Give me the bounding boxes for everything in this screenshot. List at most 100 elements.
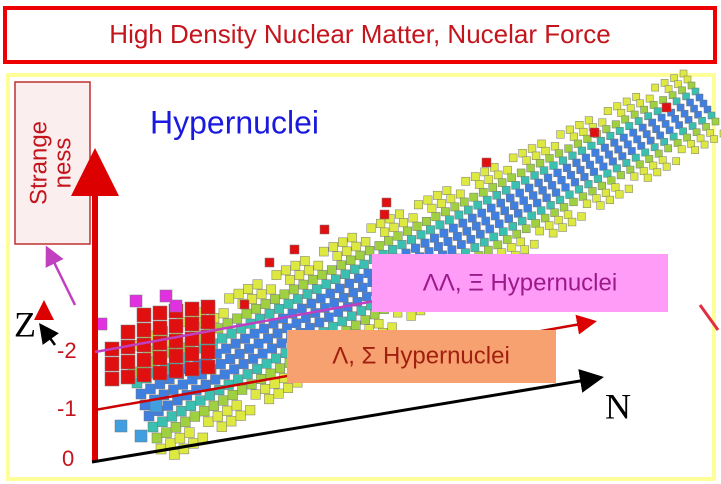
cube [550,162,558,170]
cube [478,209,486,217]
cube [497,199,505,207]
cube [533,199,541,207]
cube [358,283,367,292]
cube [242,309,251,318]
cube [338,317,347,326]
cube [471,173,479,181]
cube [351,321,360,330]
cube [185,347,199,361]
cube [643,131,650,138]
cube [169,364,183,378]
cube [201,360,215,374]
cube [641,106,648,113]
cube [201,380,211,390]
cube [426,226,434,234]
cube [516,189,524,197]
cube [624,141,631,148]
cube [564,211,572,219]
cube [506,194,514,202]
cube [565,145,573,153]
cube [105,357,119,371]
cube [380,228,389,237]
cube [198,433,208,443]
cube [545,222,553,230]
cube [231,339,240,348]
cube [251,304,260,313]
cube [407,235,416,244]
n-label: N [605,386,631,426]
cube [345,279,354,288]
cube [424,196,432,204]
cube [504,166,512,174]
cube [441,208,449,216]
cube [221,344,231,354]
cube [531,172,539,180]
cube [540,167,548,175]
cube [245,405,255,415]
cube [213,411,223,421]
cube [588,142,596,150]
cube [514,209,522,217]
cube [549,229,557,237]
cube [597,202,605,210]
cube [573,159,581,167]
cube [217,334,227,344]
cube [270,295,279,304]
cube [384,237,393,246]
cube [631,111,638,118]
cube [580,128,588,136]
cube [312,285,321,294]
cube [494,241,502,249]
cube [639,124,646,131]
cube [201,345,215,359]
cube [630,129,637,136]
cube [289,285,298,294]
cube [576,121,584,129]
cube [152,433,162,443]
cube [105,372,119,386]
cube [555,150,563,158]
cube [361,316,370,325]
cube [432,212,440,220]
cube [651,144,658,151]
cube [594,175,602,183]
cube [155,379,165,389]
cube [169,449,179,459]
cube [652,84,659,91]
cube [316,294,325,303]
cube [617,171,625,179]
cube [437,199,445,207]
cube [638,142,645,149]
cube [613,165,621,173]
cube [293,294,302,303]
cube [300,256,309,265]
cube [331,275,340,284]
cube [654,169,661,176]
cube [398,240,407,249]
cube [407,312,416,321]
cube [486,225,494,233]
cube [598,182,606,190]
cube [510,202,518,210]
cube [283,383,292,392]
cube [240,300,249,309]
cube [646,155,653,162]
cube [364,269,373,278]
cube [374,319,383,328]
cube [272,270,281,279]
cube [271,354,280,363]
cube [509,222,517,230]
cube [633,93,640,100]
heading: Hypernuclei [150,104,319,140]
label: ΛΛ, Ξ Hypernuclei [423,269,617,296]
cube [616,127,623,134]
cube [536,227,544,235]
cube [150,400,162,412]
cube [225,354,235,364]
cube [490,233,498,241]
cube [348,233,357,242]
cube [237,385,247,395]
cube [314,261,323,270]
cube [144,411,154,421]
cube [542,147,550,155]
